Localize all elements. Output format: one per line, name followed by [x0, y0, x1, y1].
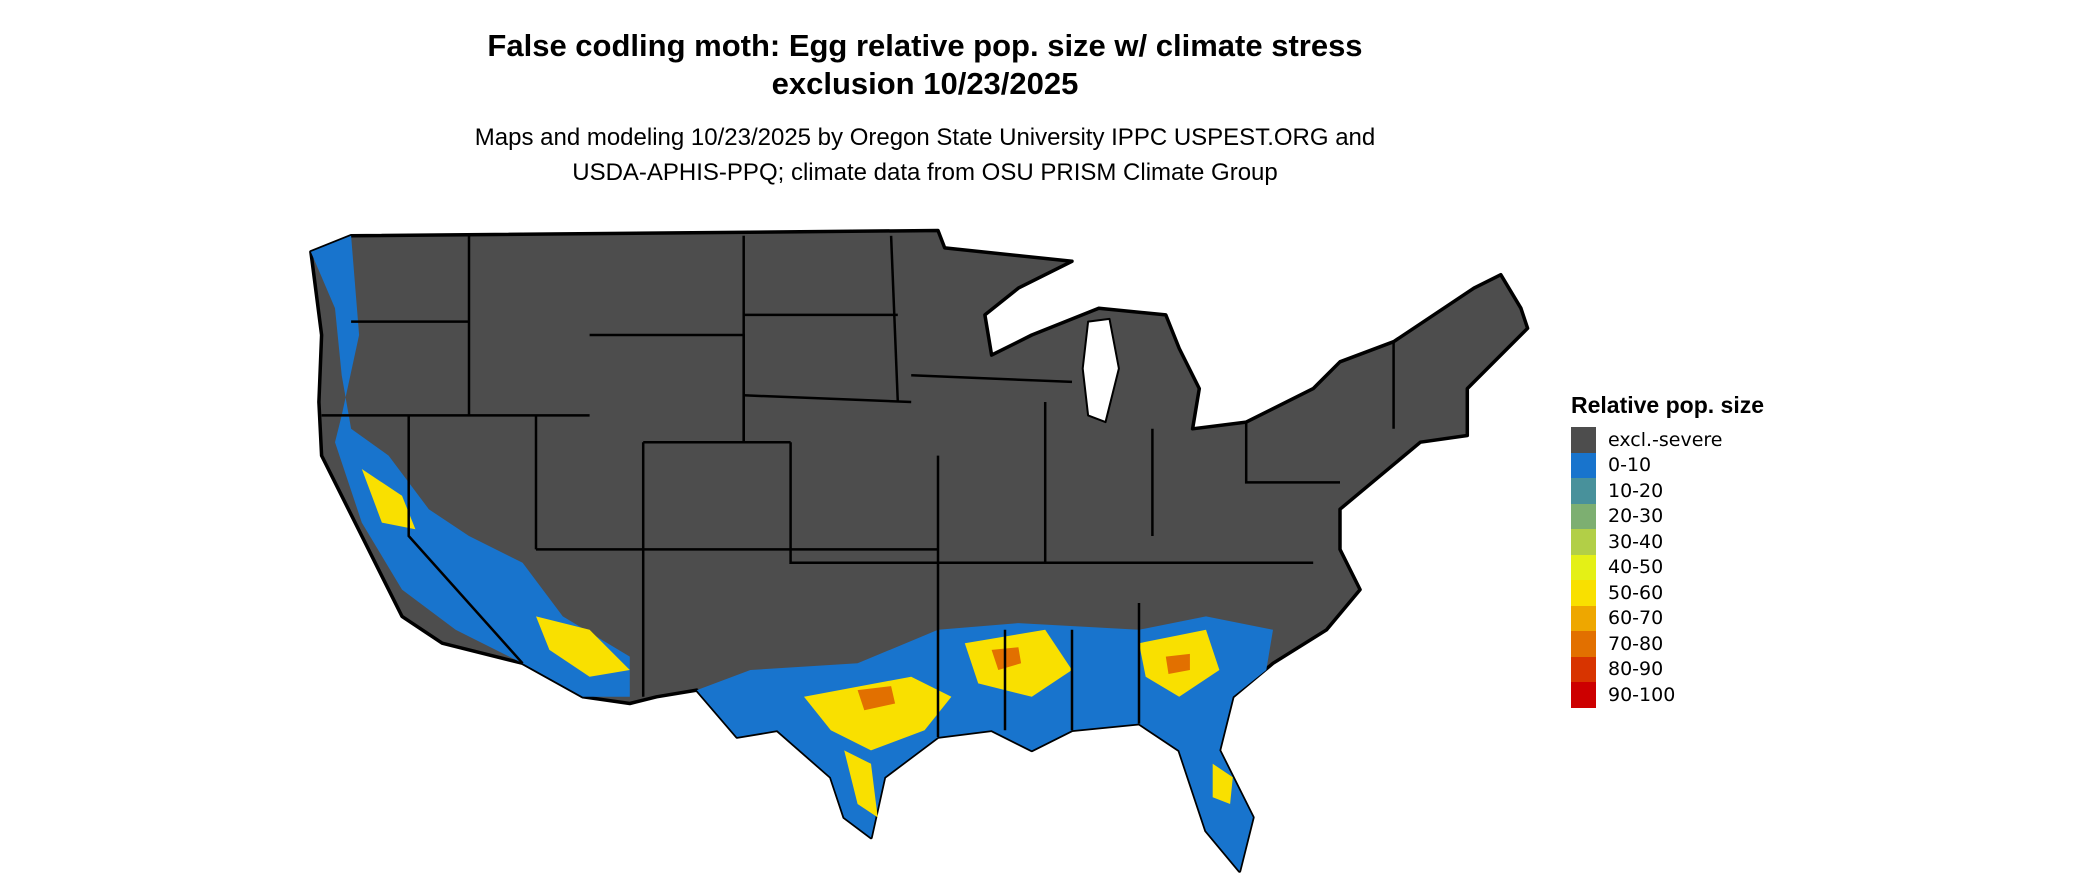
legend-swatch — [1571, 427, 1596, 453]
legend-label: 80-90 — [1608, 658, 1664, 681]
legend-items: excl.-severe 0-10 10-20 20-30 30-40 40-50 50-6… — [1571, 427, 1764, 708]
zone-patch-high — [857, 686, 896, 711]
map-title-line-2: exclusion 10/23/2025 — [771, 66, 1079, 101]
legend-item: 70-80 — [1571, 631, 1764, 657]
legend-item: 10-20 — [1571, 478, 1764, 504]
legend-swatch — [1571, 656, 1596, 682]
legend-label: 20-30 — [1608, 505, 1664, 528]
legend-label: 30-40 — [1608, 530, 1664, 553]
legend-item: 0-10 — [1571, 452, 1764, 478]
legend-label: 10-20 — [1608, 479, 1664, 502]
zone-patch — [844, 750, 878, 818]
state-border — [1244, 422, 1340, 484]
legend-title: Relative pop. size — [1571, 392, 1765, 418]
map-subtitle-line-2: USDA-APHIS-PPQ; climate data from OSU PR… — [572, 159, 1278, 186]
legend-label: 0-10 — [1608, 454, 1652, 477]
legend-item: 50-60 — [1571, 580, 1764, 606]
state-border — [789, 442, 938, 565]
zone-gulf-coast — [696, 616, 1273, 871]
zone-patch — [361, 469, 416, 530]
legend-item: 30-40 — [1571, 529, 1764, 555]
legend-label: 50-60 — [1608, 581, 1664, 604]
legend: Relative pop. size excl.-severe 0-10 10-20… — [1571, 392, 1764, 708]
state-border — [889, 235, 900, 403]
legend-swatch — [1571, 631, 1596, 657]
legend-swatch — [1571, 529, 1596, 555]
state-border — [911, 373, 1073, 384]
zone-patch — [536, 616, 630, 677]
zone-patch — [1212, 763, 1233, 804]
legend-item: 20-30 — [1571, 503, 1764, 529]
legend-swatch — [1571, 682, 1596, 708]
legend-label: 90-100 — [1608, 683, 1676, 706]
lake-michigan — [1081, 317, 1120, 424]
legend-swatch — [1571, 605, 1596, 631]
legend-swatch — [1571, 580, 1596, 606]
zone-patch — [804, 676, 952, 751]
zone-patch-high — [991, 647, 1022, 670]
legend-item: excl.-severe — [1571, 427, 1764, 453]
map-subtitle-line-1: Maps and modeling 10/23/2025 by Oregon S… — [474, 124, 1376, 151]
legend-swatch — [1571, 503, 1596, 529]
legend-label: excl.-severe — [1608, 428, 1723, 451]
legend-swatch — [1571, 452, 1596, 478]
legend-item: 60-70 — [1571, 605, 1764, 631]
legend-item: 40-50 — [1571, 554, 1764, 580]
state-border — [743, 394, 912, 404]
zone-patch-high — [1165, 653, 1190, 674]
map-title-line-1: False codling moth: Egg relative pop. si… — [487, 28, 1363, 63]
legend-item: 80-90 — [1571, 656, 1764, 682]
legend-swatch — [1571, 554, 1596, 580]
state-border — [407, 415, 524, 665]
legend-label: 40-50 — [1608, 556, 1664, 579]
legend-label: 70-80 — [1608, 632, 1664, 655]
legend-swatch — [1571, 478, 1596, 504]
legend-item: 90-100 — [1571, 682, 1764, 708]
legend-label: 60-70 — [1608, 607, 1664, 630]
